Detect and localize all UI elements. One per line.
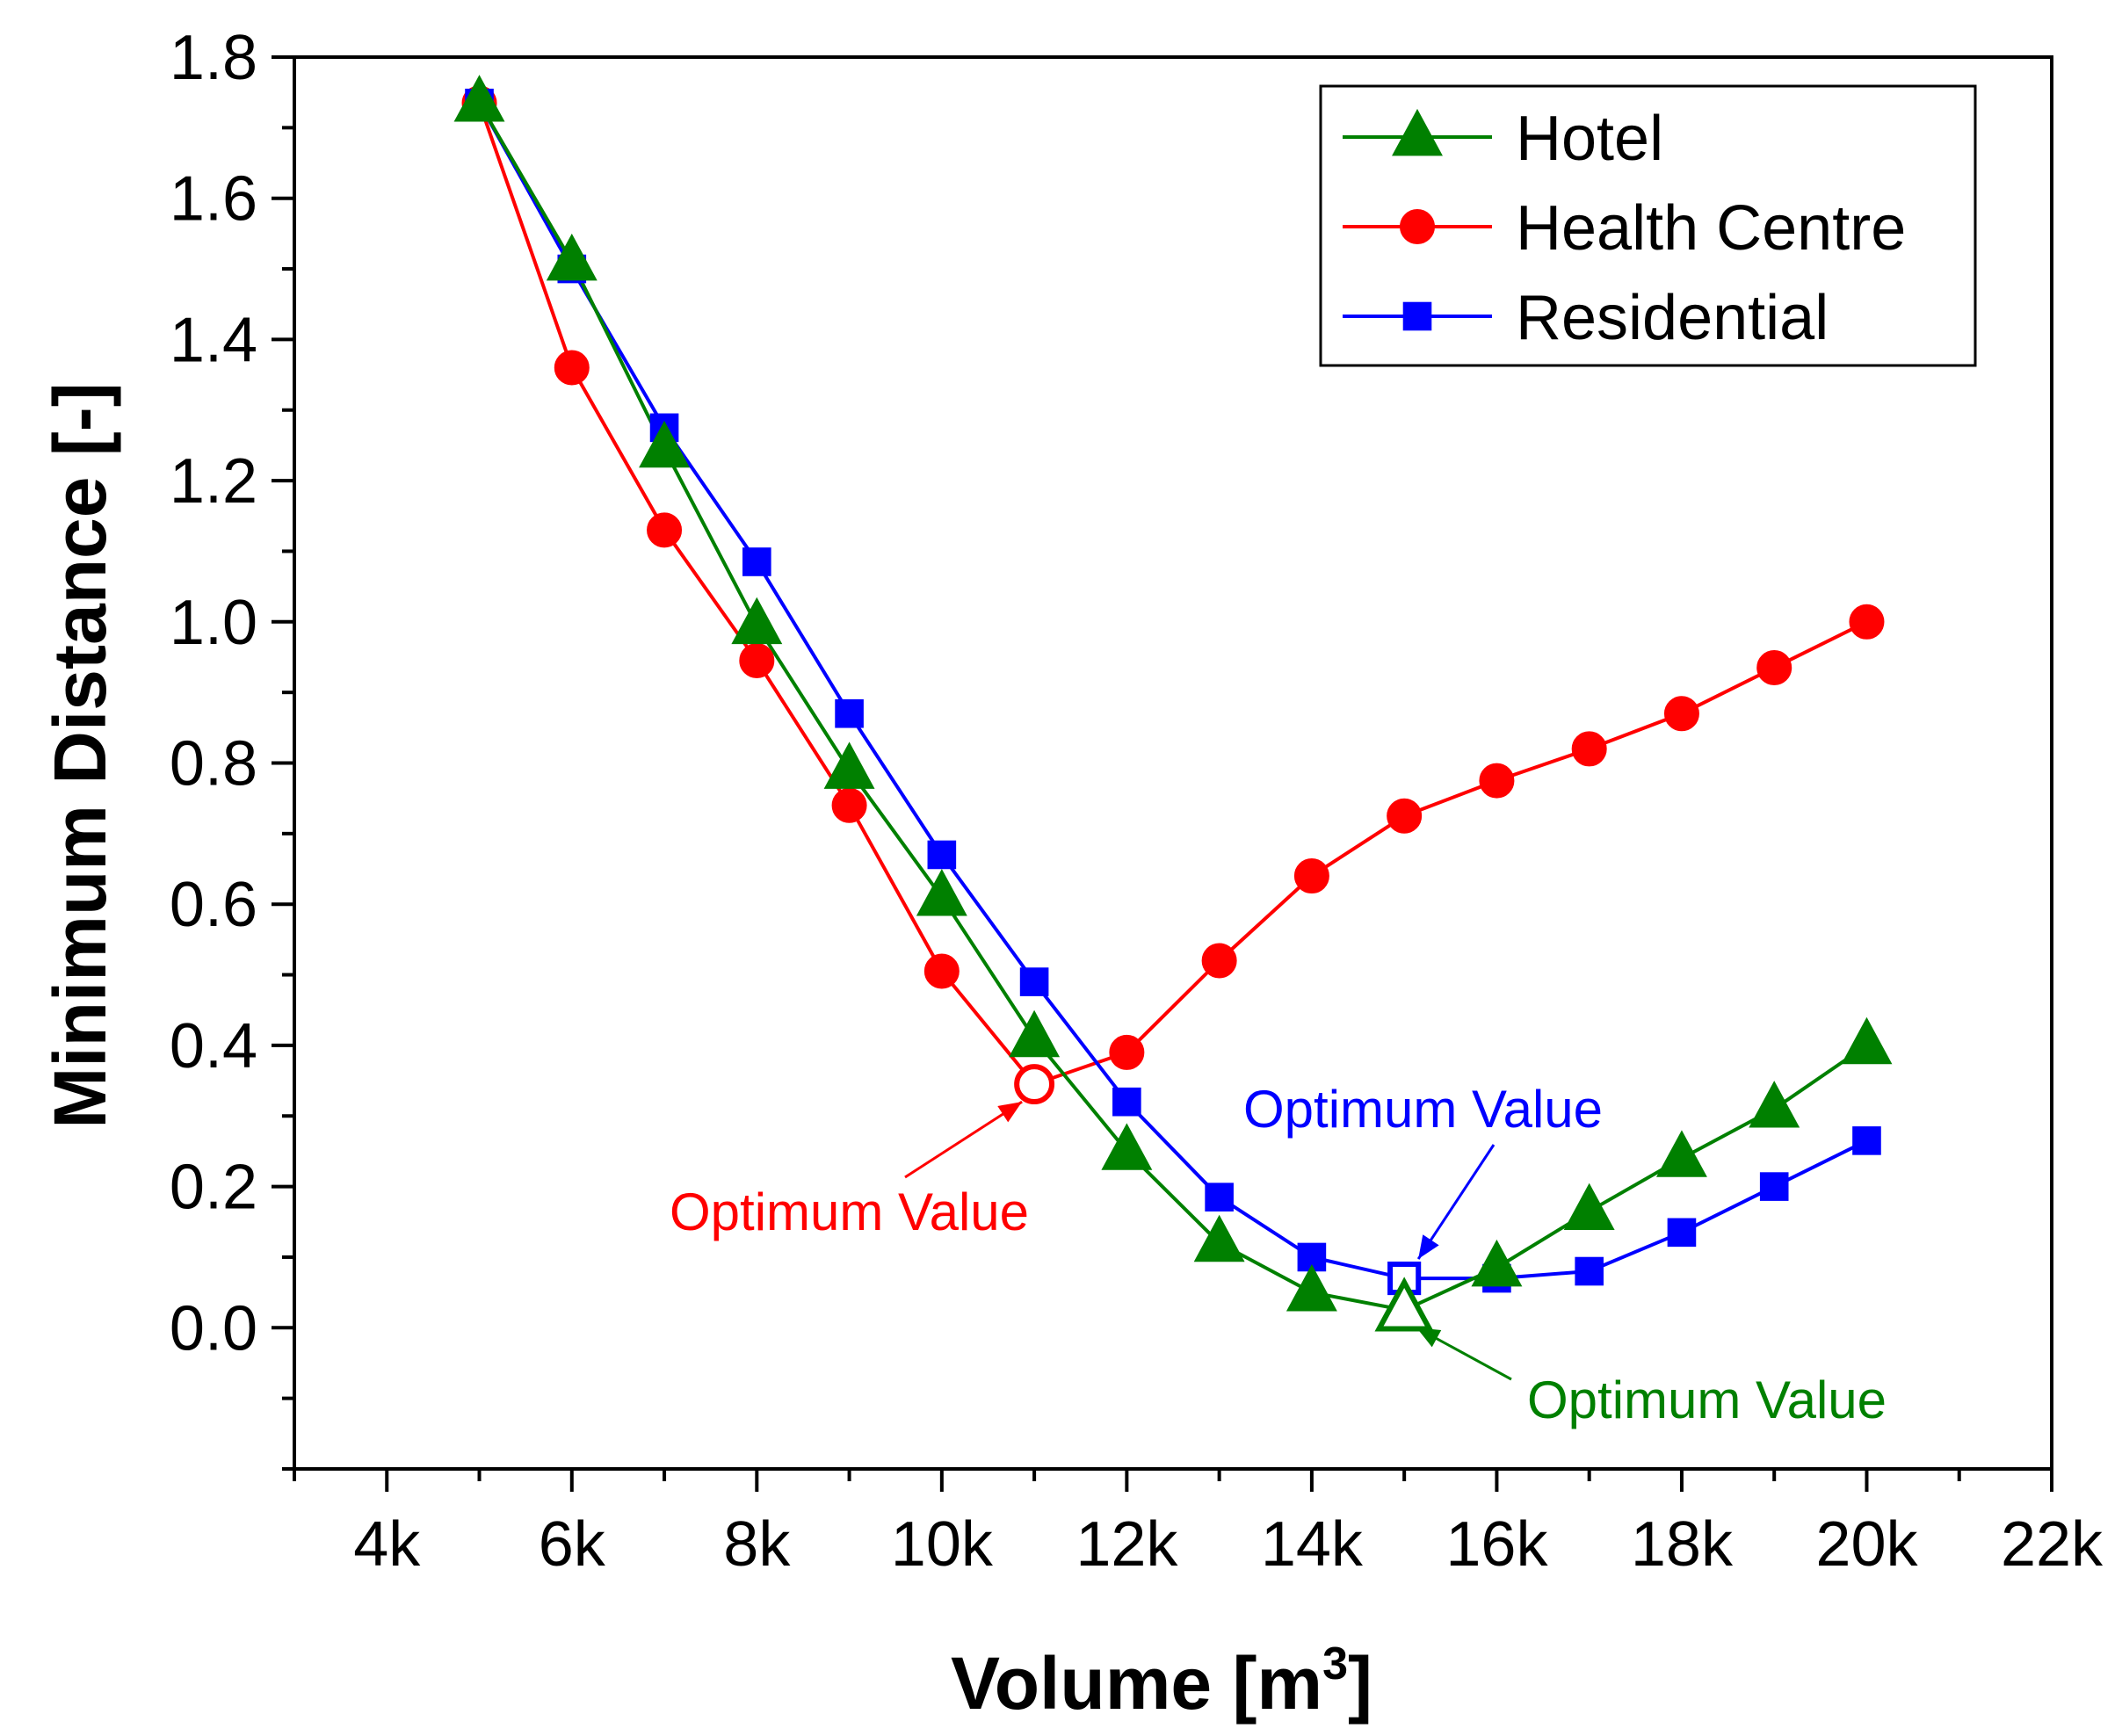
annotation-label-health-centre: Optimum Value — [670, 1183, 1029, 1241]
x-tick-label: 10k — [891, 1509, 994, 1580]
data-point-hotel — [823, 741, 875, 789]
data-point-residential — [1759, 1172, 1789, 1201]
data-point-residential — [1852, 1126, 1881, 1155]
data-point-hotel — [916, 869, 967, 916]
data-point-hotel — [731, 597, 783, 645]
data-point-hotel — [1841, 1016, 1893, 1065]
annotation-label-hotel: Optimum Value — [1527, 1371, 1887, 1429]
data-point-health-centre — [1387, 798, 1423, 834]
optimum-marker-health-centre — [1014, 1064, 1055, 1105]
y-tick-label: 1.8 — [170, 23, 257, 93]
legend-entry-residential: Residential — [1343, 283, 1829, 353]
annotation-arrow-health-centre — [904, 1100, 1023, 1179]
x-axis-title-end: ] — [1348, 1642, 1372, 1725]
data-point-residential — [1112, 1087, 1141, 1117]
data-point-health-centre — [1571, 731, 1607, 767]
y-tick-label: 1.4 — [170, 305, 257, 375]
data-point-hotel — [1655, 1130, 1707, 1177]
y-tick-label: 0.8 — [170, 729, 257, 799]
x-tick-label: 20k — [1815, 1509, 1918, 1580]
data-point-hotel — [1101, 1123, 1153, 1170]
y-tick-label: 0.4 — [170, 1011, 257, 1081]
y-tick-label: 0.2 — [170, 1153, 257, 1223]
legend-label-residential: Residential — [1516, 283, 1829, 353]
data-point-hotel — [1749, 1081, 1800, 1128]
data-point-residential — [1019, 967, 1049, 996]
series-line-residential — [477, 102, 1868, 1281]
legend-label-health-centre: Health Centre — [1516, 193, 1906, 264]
data-point-health-centre — [1293, 858, 1329, 894]
data-point-hotel — [639, 420, 691, 468]
data-point-hotel — [1286, 1264, 1337, 1312]
x-tick-label: 4k — [353, 1509, 421, 1580]
legend-marker-hotel — [1392, 108, 1443, 156]
data-point-residential — [1575, 1256, 1604, 1286]
x-axis-title-text: Volume [m — [951, 1642, 1322, 1725]
x-tick-label: 6k — [539, 1509, 606, 1580]
data-point-health-centre — [554, 350, 590, 386]
data-point-hotel — [453, 75, 505, 122]
data-point-health-centre — [831, 787, 867, 823]
annotation-arrow-line — [904, 1100, 1023, 1179]
data-point-health-centre — [647, 512, 683, 548]
x-tick-label: 12k — [1075, 1509, 1178, 1580]
annotation-arrow-hotel — [1416, 1326, 1512, 1381]
annotation-arrow-head — [1416, 1327, 1442, 1348]
data-point-residential — [1205, 1183, 1234, 1212]
x-tick-label: 18k — [1631, 1509, 1734, 1580]
data-point-health-centre — [1663, 696, 1699, 732]
x-tick-label: 22k — [2001, 1509, 2104, 1580]
legend-label-hotel: Hotel — [1516, 104, 1663, 174]
y-axis-title: Minimum Distance [-] — [39, 382, 121, 1128]
legend-entry-health-centre: Health Centre — [1343, 193, 1906, 264]
annotation-arrow-residential — [1416, 1144, 1496, 1260]
y-tick-label: 0.0 — [170, 1293, 257, 1363]
x-tick-label: 14k — [1261, 1509, 1364, 1580]
data-point-health-centre — [1479, 763, 1515, 799]
data-point-hotel — [1471, 1239, 1523, 1287]
data-point-health-centre — [1109, 1034, 1145, 1070]
data-point-residential — [927, 840, 957, 870]
data-point-health-centre — [1849, 604, 1885, 640]
series-line-hotel — [477, 102, 1868, 1313]
x-axis-title: Volume [m3] — [951, 1638, 1372, 1725]
legend-marker-health-centre — [1400, 209, 1435, 244]
legend: Hotel Health Centre Residential — [1319, 84, 1977, 367]
data-point-health-centre — [1756, 650, 1792, 686]
x-tick-label: 16k — [1445, 1509, 1548, 1580]
x-tick-label: 8k — [723, 1509, 791, 1580]
data-point-residential — [1667, 1218, 1697, 1248]
y-tick-label: 0.6 — [170, 870, 257, 940]
data-point-hotel — [1193, 1214, 1245, 1262]
optimum-marker-hotel — [1374, 1277, 1434, 1332]
series-line-health-centre — [477, 102, 1868, 1087]
data-point-residential — [742, 547, 771, 576]
annotations-layer: Optimum Value Optimum Value Optimum Value — [670, 1080, 1887, 1429]
data-point-hotel — [1009, 1009, 1061, 1058]
annotation-arrow-head — [997, 1102, 1023, 1123]
data-point-health-centre — [739, 642, 775, 678]
legend-marker-residential — [1402, 301, 1432, 331]
axes-layer: 4k 6k 8k 10k 12k 14k 16k 18k 20k 22k 0.0 0.2 0.4 0.6 0… — [170, 23, 2104, 1580]
y-tick-label: 1.2 — [170, 446, 257, 517]
y-tick-label: 1.0 — [170, 588, 257, 658]
series-lines-layer — [477, 102, 1868, 1313]
data-point-health-centre — [1201, 943, 1237, 979]
series-markers-layer — [453, 75, 1893, 1332]
data-point-hotel — [1563, 1183, 1615, 1231]
data-point-residential — [835, 698, 864, 728]
annotation-label-residential: Optimum Value — [1243, 1080, 1603, 1139]
x-axis-title-superscript: 3 — [1322, 1638, 1348, 1689]
legend-entry-hotel: Hotel — [1343, 104, 1663, 174]
data-point-health-centre — [923, 953, 960, 989]
data-point-hotel — [546, 233, 597, 281]
annotation-arrow-head — [1418, 1234, 1439, 1260]
y-tick-label: 1.6 — [170, 164, 257, 235]
